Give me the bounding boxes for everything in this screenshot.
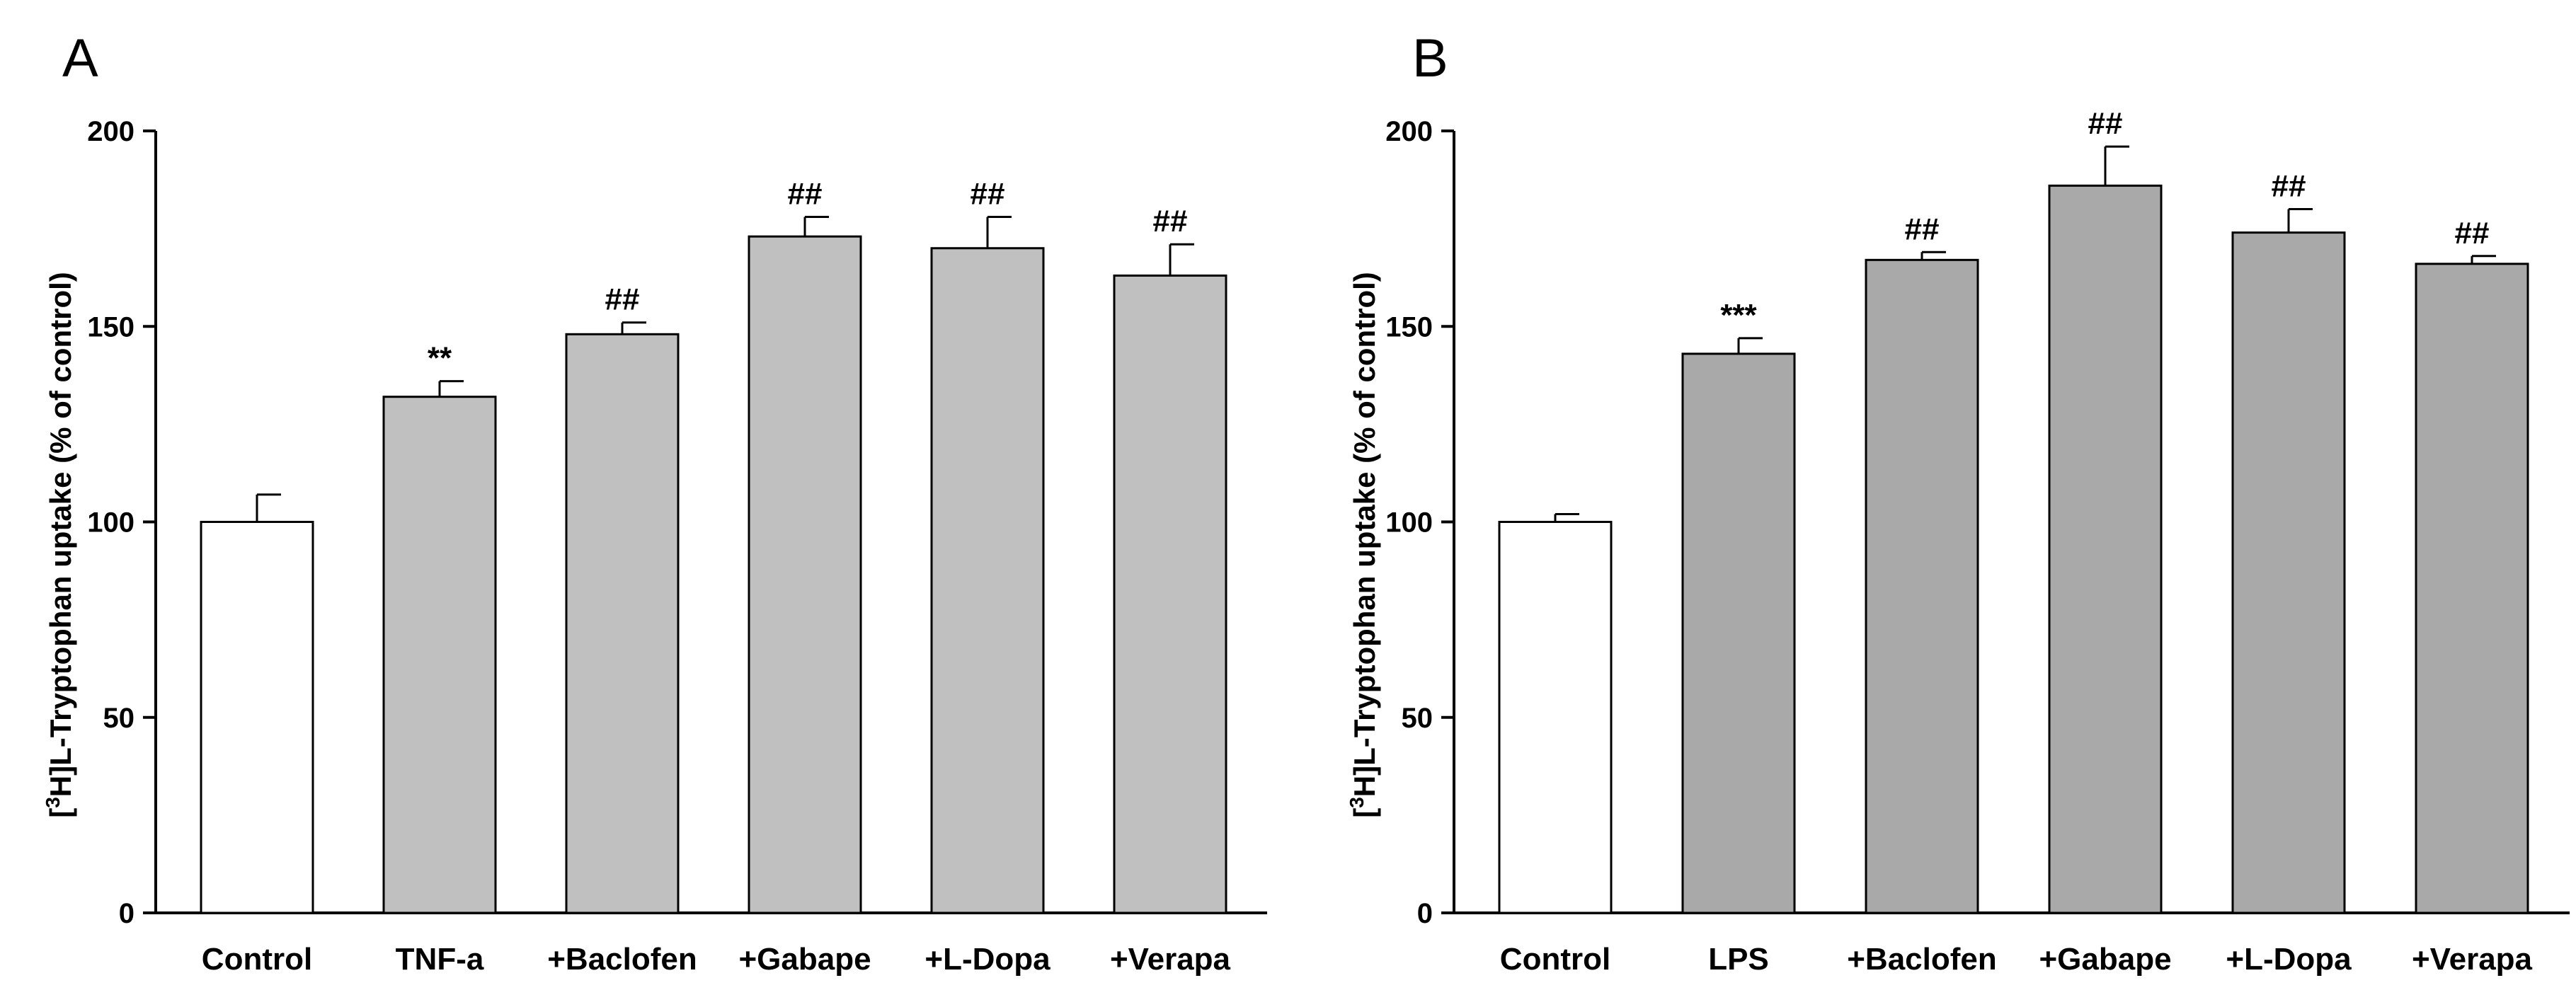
- panel-a-category-label: +Baclofen: [547, 942, 697, 977]
- panel-b-category-label: +Baclofen: [1847, 942, 1997, 977]
- panel-a-bar: [930, 247, 1045, 914]
- panel-a-y-tick-label: 0: [119, 898, 134, 929]
- panel-a-bar: [382, 396, 497, 914]
- panel-b-significance-label: ##: [2455, 216, 2490, 251]
- panel-a-category-label: +Gabape: [738, 942, 871, 977]
- panel-a-y-axis-label-rest: H]L-Tryptophan uptake (% of control): [44, 272, 77, 797]
- panel-b-y-tick-label: 200: [1385, 116, 1433, 147]
- panel-a-y-axis-label-prefix: [: [44, 808, 77, 818]
- panel-b-category-label: LPS: [1708, 942, 1769, 977]
- panel-a-y-tick-label: 100: [87, 507, 134, 539]
- panel-a-y-tick-label: 50: [103, 703, 135, 734]
- panel-a-category-label: +L-Dopa: [925, 942, 1051, 977]
- panel-a-bar: [748, 235, 862, 914]
- panel-b-significance-label: ##: [2088, 106, 2123, 141]
- panel-b-y-axis-label-sup: 3: [1346, 797, 1368, 808]
- panel-a-y-tick-label: 150: [87, 311, 134, 343]
- panel-a-y-tick-label: 200: [87, 116, 134, 147]
- panel-b-marks: 0 50 100 150 200 Control *** LPS ## +Baclofen ## +G…: [1385, 106, 2570, 977]
- panel-a-bar: [200, 521, 314, 914]
- panel-b-letter: B: [1412, 28, 1448, 88]
- panel-b-bar: [1681, 352, 1796, 914]
- panel-b-bar: [2415, 263, 2529, 914]
- panel-a-significance-label: ##: [1153, 204, 1188, 238]
- panel-a-bar: [1113, 274, 1227, 914]
- panel-b-bar: [2048, 184, 2163, 914]
- panel-a-y-axis-label: [3H]L-Tryptophan uptake (% of control): [42, 272, 77, 818]
- panel-b-y-tick-label: 150: [1385, 311, 1433, 343]
- panel-b-significance-label: ##: [1905, 212, 1940, 246]
- panel-a-category-label: +Verapa: [1110, 942, 1231, 977]
- panel-b-significance-label: ***: [1720, 298, 1757, 333]
- panel-a-category-label: Control: [202, 942, 312, 977]
- panel-b-y-tick-label: 100: [1385, 507, 1433, 539]
- panel-a-marks: 0 50 100 150 200 Control ** TNF-a ## +Baclofen ## +…: [87, 116, 1267, 977]
- panel-b-y-axis-label-prefix: [: [1348, 808, 1381, 818]
- panel-b-category-label: +Gabape: [2039, 942, 2171, 977]
- panel-b-y-tick-label: 50: [1402, 703, 1433, 734]
- panel-b-category-label: +Verapa: [2412, 942, 2533, 977]
- panel-b-bar: [2231, 231, 2346, 914]
- panel-a-category-label: TNF-a: [396, 942, 484, 977]
- panel-a-bar: [565, 333, 680, 914]
- panel-a-significance-label: ##: [605, 282, 640, 317]
- panel-a-significance-label: ##: [788, 177, 823, 212]
- panel-b-category-label: +L-Dopa: [2226, 942, 2352, 977]
- panel-b: B [3H]L-Tryptophan uptake (% of control)…: [1346, 28, 2570, 977]
- panel-a: A [3H]L-Tryptophan uptake (% of control)…: [42, 28, 1267, 977]
- panel-b-significance-label: ##: [2272, 169, 2306, 204]
- panel-b-y-axis-label: [3H]L-Tryptophan uptake (% of control): [1346, 272, 1381, 818]
- panel-a-significance-label: ##: [971, 177, 1005, 212]
- panel-b-y-axis-label-rest: H]L-Tryptophan uptake (% of control): [1348, 272, 1381, 797]
- panel-b-bar: [1498, 521, 1613, 914]
- panel-a-significance-label: **: [428, 341, 452, 376]
- panel-a-y-axis-label-sup: 3: [42, 797, 64, 808]
- panel-b-category-label: Control: [1500, 942, 1610, 977]
- panel-b-bar: [1865, 258, 1979, 914]
- panel-b-y-tick-label: 0: [1417, 898, 1433, 929]
- panel-a-letter: A: [62, 28, 98, 88]
